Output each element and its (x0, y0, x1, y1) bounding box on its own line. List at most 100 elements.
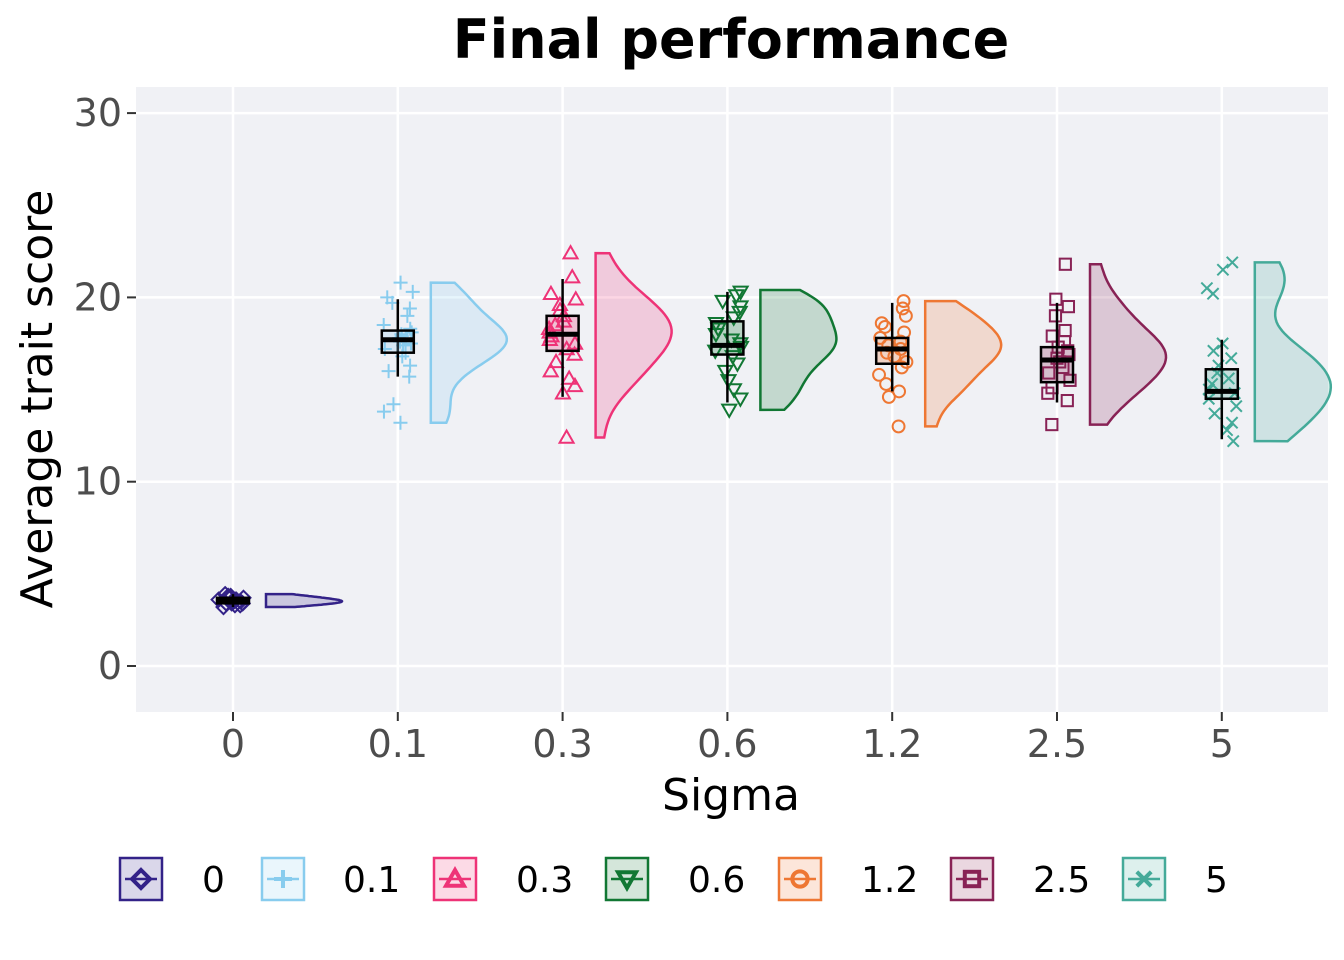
legend-item-0.3: 0.3 (432, 856, 573, 902)
data-point (402, 301, 417, 316)
data-point (1220, 423, 1234, 437)
violin-0.3 (594, 251, 673, 439)
violin-0.6 (759, 288, 838, 412)
data-point (561, 244, 580, 260)
data-point (1060, 394, 1074, 408)
data-point (1225, 256, 1239, 269)
legend-item-0.6: 0.6 (604, 856, 745, 902)
y-axis: 0 10 20 30 (74, 91, 136, 688)
data-point (731, 285, 750, 301)
data-point (874, 316, 889, 331)
data-point (386, 397, 401, 412)
data-point (725, 383, 743, 399)
data-point (891, 419, 906, 434)
x-axis-title: Sigma (662, 770, 800, 821)
legend-label: 0.6 (688, 860, 745, 901)
legend-label: 1.2 (861, 860, 918, 901)
data-point (542, 284, 560, 300)
y-tick-label: 0 (98, 644, 122, 688)
data-point (1222, 372, 1236, 385)
data-point (1208, 407, 1221, 420)
data-point (1225, 416, 1239, 430)
data-point (541, 362, 560, 378)
box-iqr (710, 320, 745, 356)
violin-1.2 (923, 299, 1003, 428)
data-point (730, 305, 749, 322)
data-point (1045, 417, 1059, 432)
legend-marker (790, 869, 810, 889)
data-point (1205, 377, 1219, 391)
legend-marker (614, 870, 640, 893)
data-point (1063, 373, 1077, 387)
violin-0 (264, 592, 344, 609)
data-point (720, 403, 738, 419)
y-tick-label: 30 (74, 91, 122, 135)
y-tick-label: 10 (74, 460, 122, 504)
data-point (898, 308, 913, 323)
legend: 0 0.1 0.3 0.6 1.2 2.5 5 (118, 856, 1228, 902)
data-point (1200, 281, 1214, 295)
data-point (393, 275, 408, 290)
data-point (380, 290, 395, 305)
violin-layer (264, 251, 1333, 609)
legend-marker (442, 865, 468, 888)
data-point (1061, 300, 1076, 314)
data-point (728, 357, 747, 373)
data-point (716, 364, 735, 381)
data-point (563, 268, 581, 284)
plot-panel (136, 87, 1328, 712)
data-point (235, 589, 252, 607)
data-point (724, 350, 742, 366)
data-point (896, 294, 911, 309)
legend-label: 0.1 (343, 860, 400, 901)
data-point (567, 290, 585, 306)
data-point (381, 364, 396, 379)
x-tick-label: 1.2 (862, 722, 922, 766)
data-point (403, 321, 418, 336)
box-iqr (1204, 368, 1240, 401)
data-point (1207, 344, 1220, 358)
legend-item-1.2: 1.2 (777, 856, 918, 902)
legend-label: 0.3 (516, 860, 573, 901)
violin-0.1 (429, 281, 509, 424)
legend-item-5: 5 (1121, 856, 1228, 902)
data-point (724, 311, 743, 327)
data-point (557, 428, 576, 444)
legend-marker (274, 870, 292, 888)
data-point (1058, 323, 1072, 338)
chart-title: Final performance (453, 8, 1010, 71)
y-axis-title: Average trait score (12, 190, 63, 609)
legend-label: 2.5 (1033, 860, 1090, 901)
data-point (1224, 351, 1238, 365)
data-point (393, 415, 408, 430)
data-point (881, 389, 896, 404)
data-point (560, 369, 578, 385)
x-tick-label: 0.3 (532, 722, 592, 766)
violin-2.5 (1088, 262, 1168, 426)
data-point (376, 404, 391, 419)
data-point (400, 308, 415, 323)
data-point (872, 367, 886, 382)
data-point (403, 358, 418, 373)
legend-marker (1135, 870, 1153, 888)
x-tick-label: 0.1 (368, 722, 428, 766)
data-point (1229, 399, 1243, 413)
data-point (1048, 309, 1063, 323)
violin-5 (1253, 261, 1333, 443)
data-point (566, 376, 584, 393)
data-point (1058, 257, 1072, 271)
x-tick-label: 2.5 (1027, 722, 1087, 766)
data-point (731, 392, 750, 408)
legend-item-0.1: 0.1 (260, 856, 400, 902)
data-point (899, 354, 914, 369)
legend-label: 0 (202, 860, 225, 901)
data-point (554, 384, 572, 400)
data-point (405, 284, 420, 299)
grid-lines (136, 87, 1328, 712)
legend-label: 5 (1205, 860, 1228, 901)
x-axis: 0 0.1 0.3 0.6 1.2 2.5 5 (221, 712, 1234, 766)
data-point (1042, 366, 1056, 380)
data-point (547, 352, 565, 369)
y-tick-label: 20 (74, 275, 122, 319)
